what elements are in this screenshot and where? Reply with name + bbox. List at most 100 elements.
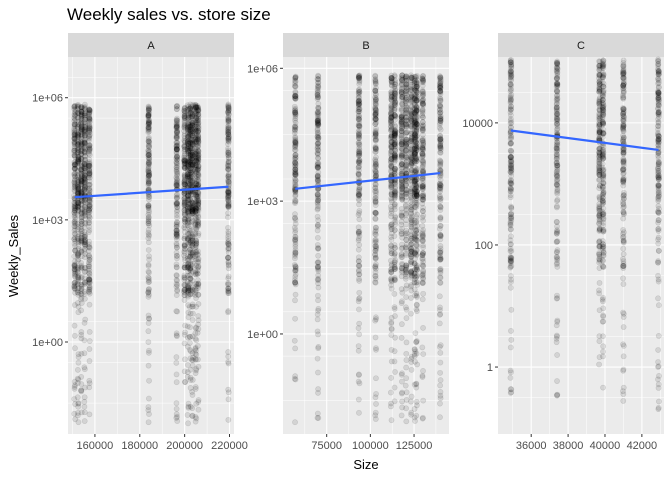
data-point bbox=[193, 337, 200, 344]
data-point bbox=[193, 240, 200, 247]
x-tick-label: 125000 bbox=[396, 440, 433, 452]
data-point bbox=[508, 73, 515, 80]
data-point bbox=[414, 137, 421, 143]
data-point bbox=[78, 144, 85, 150]
data-point bbox=[75, 182, 81, 188]
data-point bbox=[194, 144, 201, 150]
x-tick-label: 100000 bbox=[352, 440, 389, 452]
data-point bbox=[78, 110, 85, 117]
data-point bbox=[292, 151, 299, 158]
data-point bbox=[387, 389, 394, 396]
data-point bbox=[72, 248, 79, 254]
data-point bbox=[71, 267, 78, 274]
data-point bbox=[508, 215, 515, 222]
data-point bbox=[75, 133, 81, 140]
data-point bbox=[600, 353, 606, 360]
data-point bbox=[75, 158, 82, 164]
data-point bbox=[173, 379, 180, 386]
data-point bbox=[79, 214, 85, 221]
data-point bbox=[81, 394, 88, 401]
data-point bbox=[72, 223, 78, 230]
data-point bbox=[187, 226, 193, 232]
data-point bbox=[372, 416, 379, 422]
data-point bbox=[86, 329, 93, 335]
data-point bbox=[75, 154, 82, 161]
data-point bbox=[398, 321, 405, 328]
data-point bbox=[413, 339, 420, 346]
data-point bbox=[388, 374, 395, 381]
data-point bbox=[174, 413, 181, 420]
data-point bbox=[403, 375, 410, 382]
data-point bbox=[419, 164, 426, 171]
data-point bbox=[81, 364, 88, 371]
data-point bbox=[391, 358, 398, 365]
data-point bbox=[72, 268, 78, 275]
data-point bbox=[75, 359, 82, 366]
data-point bbox=[71, 121, 78, 128]
data-point bbox=[78, 264, 84, 271]
data-point bbox=[75, 129, 82, 135]
data-point bbox=[372, 100, 379, 107]
data-point bbox=[71, 159, 78, 166]
data-point bbox=[78, 220, 85, 227]
data-point bbox=[75, 144, 82, 151]
data-point bbox=[372, 105, 379, 112]
data-point bbox=[81, 174, 88, 181]
y-tick-label: 1e+00 bbox=[32, 337, 63, 349]
data-point bbox=[72, 214, 78, 221]
data-point bbox=[373, 210, 379, 217]
data-point bbox=[75, 243, 82, 250]
data-point bbox=[82, 295, 88, 302]
data-point bbox=[71, 152, 78, 159]
data-point bbox=[437, 88, 444, 95]
y-tick-label: 1e+03 bbox=[247, 196, 278, 208]
data-point bbox=[78, 139, 84, 146]
data-point bbox=[225, 125, 232, 132]
data-point bbox=[419, 344, 426, 351]
data-point bbox=[78, 166, 85, 173]
data-point bbox=[78, 109, 85, 116]
data-point bbox=[74, 103, 81, 110]
data-point bbox=[78, 108, 85, 115]
data-point bbox=[71, 205, 78, 212]
data-point bbox=[82, 199, 88, 206]
data-point bbox=[507, 233, 514, 240]
data-point bbox=[355, 347, 362, 354]
data-point bbox=[86, 223, 93, 230]
data-point bbox=[173, 354, 180, 361]
data-point bbox=[195, 291, 202, 298]
data-point bbox=[292, 181, 298, 188]
data-point bbox=[413, 412, 420, 419]
data-point bbox=[315, 76, 322, 83]
data-point bbox=[184, 362, 191, 368]
data-point bbox=[372, 224, 379, 231]
data-point bbox=[314, 355, 321, 362]
data-point bbox=[74, 124, 81, 130]
data-point bbox=[81, 132, 88, 139]
data-point bbox=[78, 175, 85, 182]
data-point bbox=[78, 108, 84, 115]
data-point bbox=[78, 234, 85, 241]
data-point bbox=[372, 265, 379, 272]
data-point bbox=[508, 147, 514, 154]
data-point bbox=[71, 230, 78, 237]
data-point bbox=[225, 119, 232, 126]
data-point bbox=[81, 350, 88, 357]
data-point bbox=[437, 389, 444, 395]
data-point bbox=[596, 338, 603, 345]
data-point bbox=[174, 128, 181, 135]
data-point bbox=[78, 214, 85, 221]
data-point bbox=[78, 105, 85, 112]
data-point bbox=[174, 154, 181, 161]
data-point bbox=[403, 350, 410, 357]
data-point bbox=[413, 97, 420, 104]
data-point bbox=[81, 138, 88, 145]
data-point bbox=[189, 376, 196, 383]
data-point bbox=[173, 145, 180, 152]
data-point bbox=[71, 227, 78, 234]
data-point bbox=[554, 317, 561, 324]
data-point bbox=[72, 117, 78, 124]
data-point bbox=[174, 287, 181, 293]
data-point bbox=[78, 133, 85, 140]
